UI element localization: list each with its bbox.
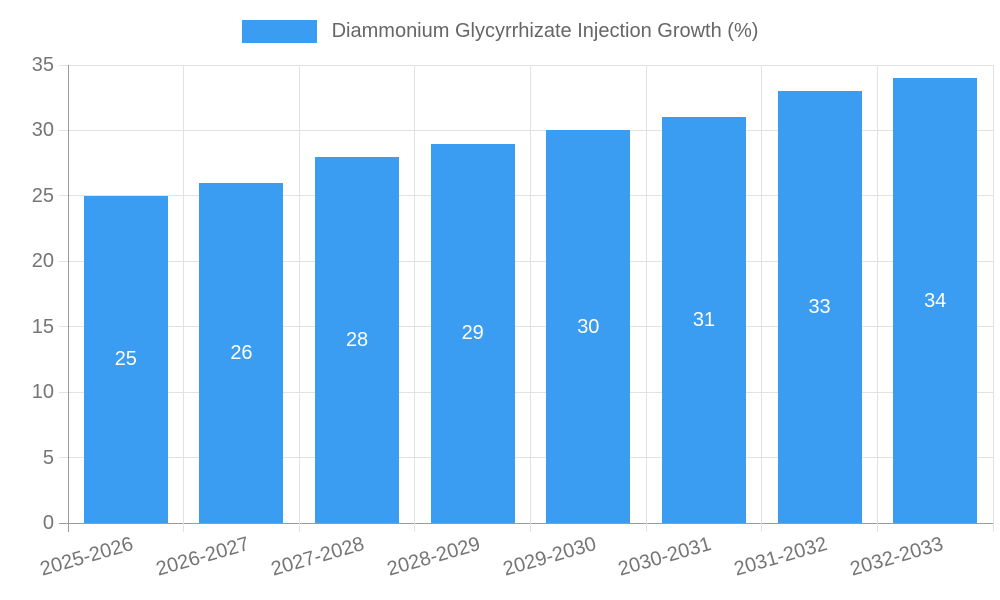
y-tick-label: 0 [42,512,54,534]
bar-value-label: 30 [577,315,600,338]
bar-2030-2031[interactable]: 31 [661,117,746,523]
bar-value-label: 28 [345,328,369,351]
bar-value-label: 34 [924,289,947,312]
h-gridline [59,457,993,459]
bar-value-label: 26 [230,341,253,364]
x-tick-label: 2029-2030 [500,533,599,581]
h-gridline [59,326,993,328]
legend-swatch [241,19,317,43]
y-axis-line [67,65,69,532]
y-tick-label: 20 [31,250,54,273]
x-tick-label: 2030-2031 [615,533,715,581]
legend[interactable]: Diammonium Glycyrrhizate Injection Growt… [0,17,1000,45]
h-gridline [59,129,993,131]
h-gridline [59,260,993,262]
h-gridline [59,64,993,66]
y-tick-label: 30 [31,119,54,142]
x-axis-line [59,522,993,524]
bar-2027-2028[interactable]: 28 [315,156,400,523]
bar-value-label: 31 [692,309,716,332]
x-tick-label: 2032-2033 [847,533,946,581]
bar-2026-2027[interactable]: 26 [199,182,284,523]
y-tick-label: 10 [31,381,54,404]
x-tick-label: 2027-2028 [269,533,368,581]
bar-value-label: 25 [114,348,137,371]
bar-2032-2033[interactable]: 34 [893,78,978,523]
h-gridline [59,391,993,393]
bar-2029-2030[interactable]: 30 [546,130,631,523]
y-tick-label: 35 [31,54,54,76]
v-gridline [992,65,994,532]
v-gridline [183,65,185,532]
bar-value-label: 33 [808,296,831,319]
x-tick-label: 2025-2026 [37,533,136,581]
y-tick-label: 25 [31,184,54,207]
legend-label: Diammonium Glycyrrhizate Injection Growt… [331,20,759,42]
y-tick-label: 5 [42,446,54,469]
v-gridline [761,65,763,532]
v-gridline [645,65,647,532]
bar-value-label: 29 [461,322,484,345]
v-gridline [876,65,878,532]
x-tick-label: 2026-2027 [153,533,252,581]
h-gridline [59,195,993,197]
x-tick-label: 2028-2029 [384,533,483,581]
x-tick-label: 2031-2032 [731,533,830,581]
v-gridline [530,65,531,532]
bar-2028-2029[interactable]: 29 [430,143,515,523]
v-gridline [298,65,300,532]
v-gridline [414,65,416,532]
bar-2025-2026[interactable]: 25 [83,195,168,523]
bar-2031-2032[interactable]: 33 [777,91,862,523]
y-tick-label: 15 [31,315,54,338]
